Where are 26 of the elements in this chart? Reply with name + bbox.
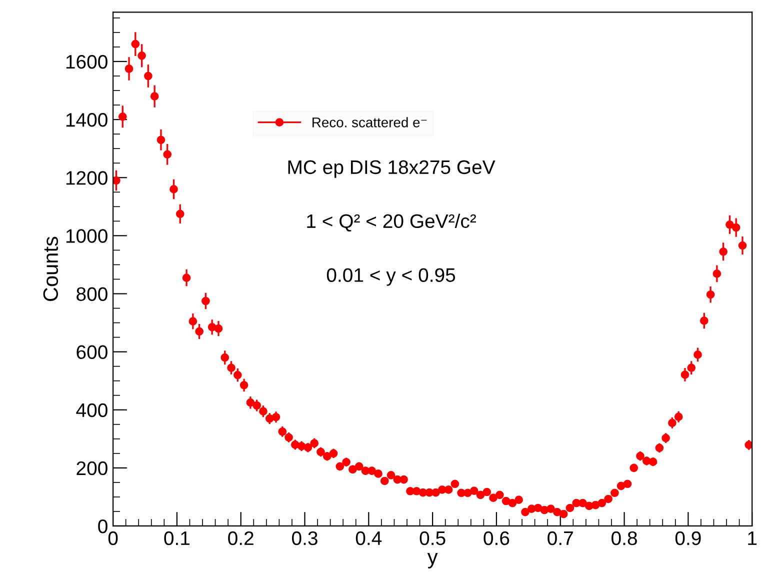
y-tick-label: 400: [76, 403, 108, 418]
annotation: 0.01 < y < 0.95: [326, 268, 456, 286]
x-axis-title: y: [427, 553, 438, 568]
y-tick-label: 200: [76, 461, 108, 476]
x-tick-label: 0.4: [356, 531, 382, 546]
x-tick-label: 0.6: [484, 531, 510, 546]
y-tick-label: 1200: [66, 171, 108, 185]
y-tick-label: 600: [76, 345, 108, 360]
y-tick-label: 1400: [66, 113, 108, 127]
x-tick-label: 0.5: [420, 531, 446, 546]
y-tick-label: 1600: [66, 54, 108, 69]
annotation: MC ep DIS 18x275 GeV: [288, 160, 496, 178]
annotation: 1 < Q² < 20 GeV²/c²: [307, 214, 476, 232]
x-tick-label: 0.1: [164, 531, 190, 546]
x-tick-label: 0.7: [548, 531, 573, 546]
y-tick-label: 0: [98, 519, 108, 534]
legend-label: Reco. scattered e⁻: [312, 117, 427, 128]
y-tick-label: 1000: [66, 229, 108, 243]
x-tick-label: 0.8: [612, 531, 637, 546]
y-tick-label: 800: [76, 287, 108, 301]
y-axis-title: Counts: [43, 236, 58, 302]
x-tick-label: 0.9: [675, 531, 701, 546]
x-tick-label: 0: [108, 531, 118, 546]
x-tick-label: 0.2: [228, 531, 254, 546]
x-tick-label: 0.3: [292, 531, 318, 546]
x-tick-label: 1: [748, 532, 757, 545]
